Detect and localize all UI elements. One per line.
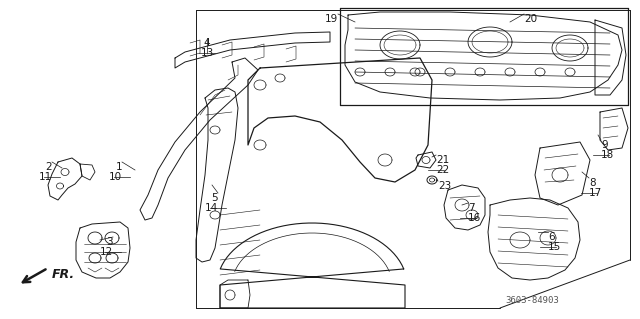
Text: 11: 11 (39, 172, 52, 182)
Text: 12: 12 (100, 247, 113, 257)
Text: 19: 19 (324, 14, 338, 24)
Text: 23: 23 (438, 181, 451, 191)
Text: FR.: FR. (52, 268, 75, 280)
Text: 10: 10 (109, 172, 122, 182)
Text: 1: 1 (115, 162, 122, 172)
Text: 20: 20 (524, 14, 537, 24)
Text: 15: 15 (548, 242, 561, 252)
Text: 9: 9 (601, 140, 607, 150)
Text: 6: 6 (548, 232, 555, 242)
Text: 14: 14 (205, 203, 218, 213)
Text: 2: 2 (45, 162, 52, 172)
Text: 17: 17 (589, 188, 602, 198)
Text: 3: 3 (106, 237, 113, 247)
Text: 22: 22 (436, 165, 449, 175)
Text: 18: 18 (601, 150, 614, 160)
Text: 7: 7 (468, 203, 475, 213)
Text: 21: 21 (436, 155, 449, 165)
Text: 3603-84903: 3603-84903 (505, 296, 559, 305)
Text: 16: 16 (468, 213, 481, 223)
Text: 13: 13 (200, 48, 214, 58)
Text: 8: 8 (589, 178, 596, 188)
Text: 4: 4 (204, 38, 211, 48)
Text: 5: 5 (211, 193, 218, 203)
